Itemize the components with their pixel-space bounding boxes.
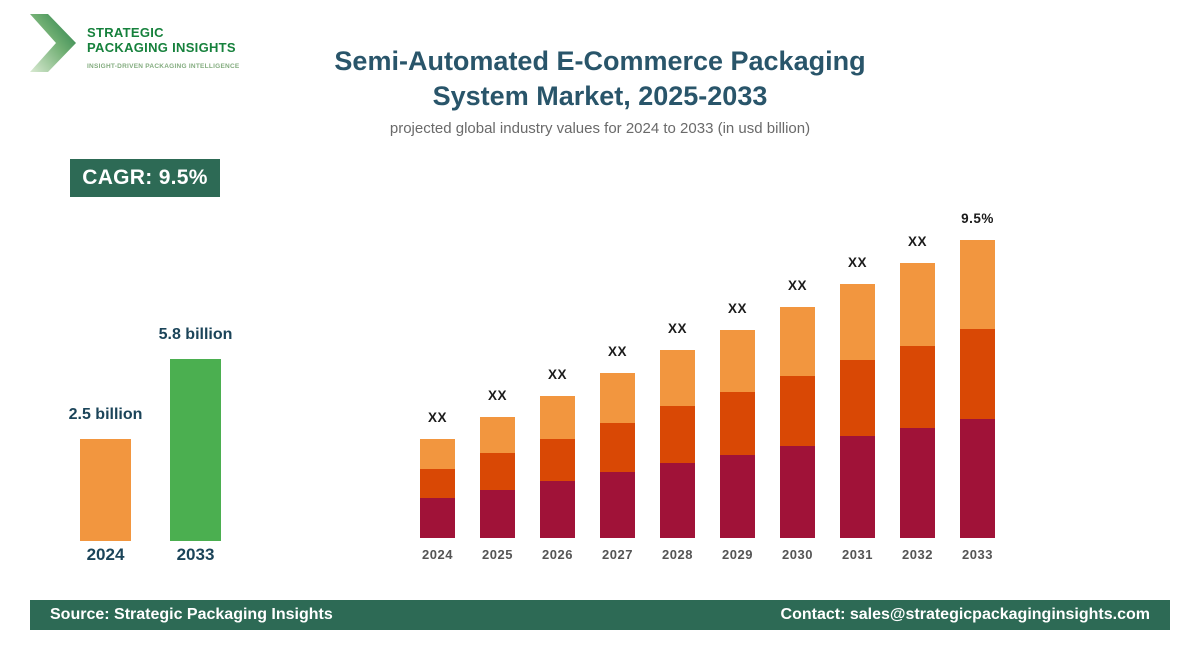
projection-bar-group: XX 2027 [600, 344, 635, 562]
bar-top-label: XX [607, 344, 627, 359]
bar-top-label: XX [907, 234, 927, 249]
projection-bar-group: XX 2025 [480, 388, 515, 562]
bar-top-label: XX [667, 321, 687, 337]
summary-bar [170, 359, 221, 541]
bar-segment [480, 489, 515, 538]
brand-name-line1: STRATEGIC [87, 25, 164, 40]
bar-segment [660, 462, 695, 538]
summary-year-label: 2033 [176, 545, 215, 564]
bar-segment [600, 373, 635, 423]
bar-top-label: XX [847, 255, 867, 271]
footer-contact-text: Contact: sales@strategicpackaginginsight… [780, 606, 1150, 623]
bar-segment [780, 376, 815, 446]
projection-bar-group: XX 2030 [780, 278, 815, 562]
stacked-bar [420, 439, 455, 538]
bar-segment [840, 360, 875, 437]
bar-segment [480, 453, 515, 490]
bar-segment [720, 454, 755, 538]
chevron-arrow-icon [30, 14, 76, 77]
brand-name-line2: PACKAGING INSIGHTS [87, 40, 236, 56]
bar-segment [420, 468, 455, 499]
stacked-bar [600, 373, 635, 538]
projection-year-label: 2025 [482, 547, 513, 562]
bar-segment [900, 428, 935, 538]
summary-year-label: 2024 [86, 545, 125, 564]
brand-logo: STRATEGIC PACKAGING INSIGHTS INSIGHT-DRI… [30, 14, 240, 77]
stacked-bar [660, 350, 695, 538]
projection-year-label: 2029 [722, 547, 753, 562]
bar-top-label: XX [427, 410, 447, 426]
bar-segment [840, 284, 875, 361]
summary-value-label: 2.5 billion [68, 406, 143, 423]
projection-year-label: 2028 [662, 547, 693, 562]
bar-segment [480, 417, 515, 454]
bar-segment [720, 330, 755, 393]
footer-source-text: Source: Strategic Packaging Insights [50, 606, 333, 623]
stacked-bar [720, 330, 755, 538]
bar-segment [540, 396, 575, 439]
bar-segment [960, 329, 995, 419]
bar-segment [540, 481, 575, 538]
bar-top-label: XX [787, 278, 807, 294]
projection-year-label: 2031 [842, 547, 873, 562]
summary-value-label: 5.8 billion [158, 326, 233, 343]
projection-year-label: 2024 [422, 547, 453, 562]
bar-top-label: XX [547, 367, 567, 383]
bar-segment [600, 422, 635, 472]
bar-segment [780, 445, 815, 538]
stacked-bar [840, 284, 875, 538]
page-subtitle: projected global industry values for 202… [389, 120, 811, 137]
bar-top-label: XX [487, 388, 507, 404]
cagr-badge: CAGR: 9.5% [70, 159, 220, 197]
page-title-line2: System Market, 2025-2033 [432, 81, 768, 111]
stacked-bar [960, 240, 995, 538]
bar-top-label: 9.5% [961, 211, 994, 227]
bar-top-label: XX [727, 301, 747, 317]
projection-bar-group: XX 2026 [540, 367, 575, 562]
summary-bar-group: 5.8 billion 2033 [159, 325, 233, 565]
bar-segment [600, 472, 635, 538]
projection-bar-group: XX 2031 [840, 255, 875, 562]
footer-bar: Source: Strategic Packaging Insights Con… [30, 600, 1170, 630]
summary-bar-group: 2.5 billion 2024 [69, 405, 143, 565]
bar-segment [660, 350, 695, 407]
title-block: Semi-Automated E-Commerce Packaging Syst… [100, 44, 1100, 137]
stacked-bar [540, 396, 575, 538]
page-title-line1: Semi-Automated E-Commerce Packaging [334, 46, 866, 76]
bar-segment [840, 436, 875, 538]
stacked-bar [780, 307, 815, 538]
projection-bar-group: XX 2032 [900, 234, 935, 562]
bar-segment [900, 263, 935, 346]
bar-segment [420, 439, 455, 469]
brand-logo-text: STRATEGIC PACKAGING INSIGHTS INSIGHT-DRI… [87, 14, 240, 77]
projection-year-label: 2026 [542, 547, 573, 562]
stacked-bar [900, 263, 935, 538]
projection-year-label: 2032 [902, 547, 933, 562]
bar-segment [900, 345, 935, 428]
projection-bar-group: XX 2024 [420, 410, 455, 562]
projection-bar-group: 9.5% 2033 [960, 211, 995, 562]
brand-tagline: INSIGHT-DRIVEN PACKAGING INTELLIGENCE [87, 63, 240, 71]
bar-segment [540, 438, 575, 482]
bar-segment [780, 307, 815, 377]
projection-year-label: 2030 [782, 547, 813, 562]
summary-chart: 2.5 billion 2024 5.8 billion 2033 [69, 323, 233, 565]
bar-segment [420, 498, 455, 538]
projection-bar-group: XX 2029 [720, 301, 755, 562]
bar-segment [660, 406, 695, 463]
projection-year-label: 2033 [962, 547, 993, 562]
bar-segment [960, 418, 995, 538]
bar-segment [720, 392, 755, 455]
projection-chart: XX 2024 XX 2025 XX 2026 XX 2027 XX 2028 XX 2029 XX 20… [420, 209, 995, 562]
bar-segment [960, 240, 995, 330]
stacked-bar [480, 417, 515, 538]
summary-bar [80, 439, 131, 541]
projection-year-label: 2027 [602, 547, 633, 562]
projection-bar-group: XX 2028 [660, 321, 695, 562]
